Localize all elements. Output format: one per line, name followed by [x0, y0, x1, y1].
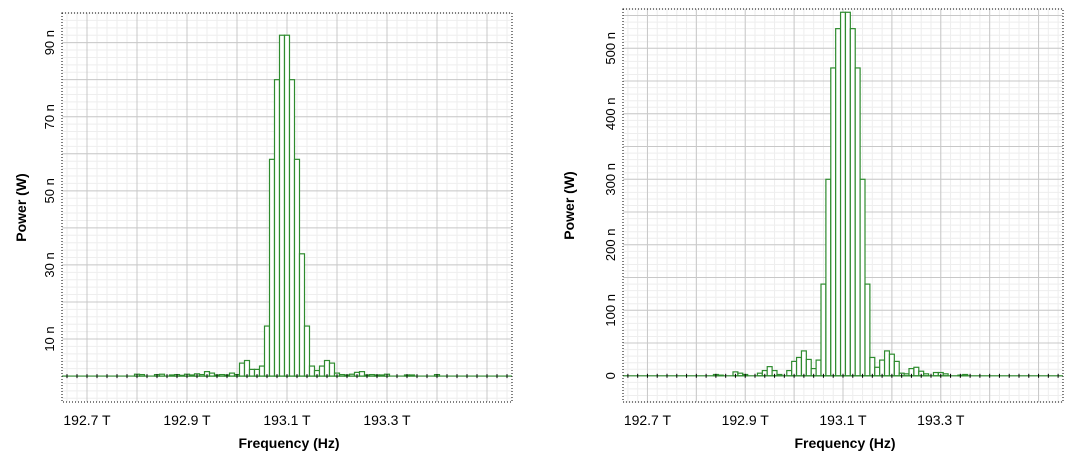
bar	[805, 358, 812, 377]
y-tick-label: 30 n	[42, 252, 57, 277]
bar	[308, 365, 316, 377]
y-tick-label: 0	[603, 372, 618, 379]
bar	[258, 365, 266, 377]
bar	[879, 359, 886, 377]
bar	[358, 371, 366, 377]
plot-frame	[61, 12, 513, 403]
bar-series	[712, 11, 969, 377]
y-tick-label: 300 n	[603, 163, 618, 196]
bar	[888, 353, 895, 377]
y-tick-label: 100 n	[603, 294, 618, 327]
bar	[248, 368, 256, 377]
bar	[883, 350, 891, 377]
bar	[864, 283, 871, 377]
bar	[243, 359, 251, 377]
x-axis-title: Frequency (Hz)	[794, 435, 895, 451]
bar	[238, 362, 246, 377]
y-tick-label: 50 n	[42, 178, 57, 203]
y-tick-label: 200 n	[603, 229, 618, 262]
x-tick-label: 193.3 T	[917, 412, 965, 428]
bar	[328, 362, 336, 377]
bar	[825, 178, 832, 377]
grid	[623, 8, 1063, 403]
bar	[278, 34, 286, 377]
x-tick-label: 192.9 T	[163, 412, 211, 428]
bar	[318, 365, 326, 377]
bar	[913, 366, 920, 377]
x-tick-label: 192.7 T	[63, 412, 111, 428]
bar	[800, 350, 807, 377]
x-axis-title: Frequency (Hz)	[238, 435, 339, 451]
bar	[786, 369, 793, 377]
bar	[893, 360, 900, 377]
bar	[323, 359, 331, 377]
bar	[859, 178, 866, 377]
x-tick-label: 192.9 T	[722, 412, 770, 428]
left-chart: 192.7 T 192.9 T 193.1 T 193.3 T 10 n 30 n 50 n…	[13, 12, 513, 451]
y-axis-title: Power (W)	[561, 171, 577, 239]
bar	[268, 158, 276, 377]
bar	[835, 28, 842, 377]
bar	[283, 34, 291, 377]
y-tick-label: 10 n	[42, 326, 57, 351]
bar	[820, 283, 827, 377]
y-tick-label: 90 n	[42, 30, 57, 55]
bar	[293, 158, 301, 377]
bar	[263, 325, 271, 377]
bar	[815, 359, 822, 377]
bar	[874, 366, 881, 377]
bar	[766, 366, 773, 377]
bar	[854, 67, 861, 377]
y-tick-label: 400 n	[603, 98, 618, 131]
bar	[869, 356, 876, 377]
bar	[849, 28, 856, 377]
bar	[273, 79, 281, 377]
bar	[839, 11, 847, 377]
bar	[844, 11, 851, 377]
bar	[795, 356, 803, 377]
x-tick-label: 193.3 T	[363, 412, 411, 428]
bar	[830, 67, 837, 377]
bar	[791, 360, 798, 377]
y-tick-label: 70 n	[42, 104, 57, 129]
y-axis-title: Power (W)	[13, 173, 29, 241]
bar	[298, 253, 306, 377]
bar	[303, 325, 311, 377]
x-tick-label: 193.1 T	[819, 412, 867, 428]
x-tick-label: 193.1 T	[263, 412, 311, 428]
right-chart: 192.7 T 192.9 T 193.1 T 193.3 T 0 100 n 200 n 3…	[561, 8, 1064, 451]
x-tick-label: 192.7 T	[624, 412, 672, 428]
y-tick-label: 500 n	[603, 32, 618, 65]
plot-frame	[622, 8, 1064, 403]
bar	[288, 79, 296, 377]
